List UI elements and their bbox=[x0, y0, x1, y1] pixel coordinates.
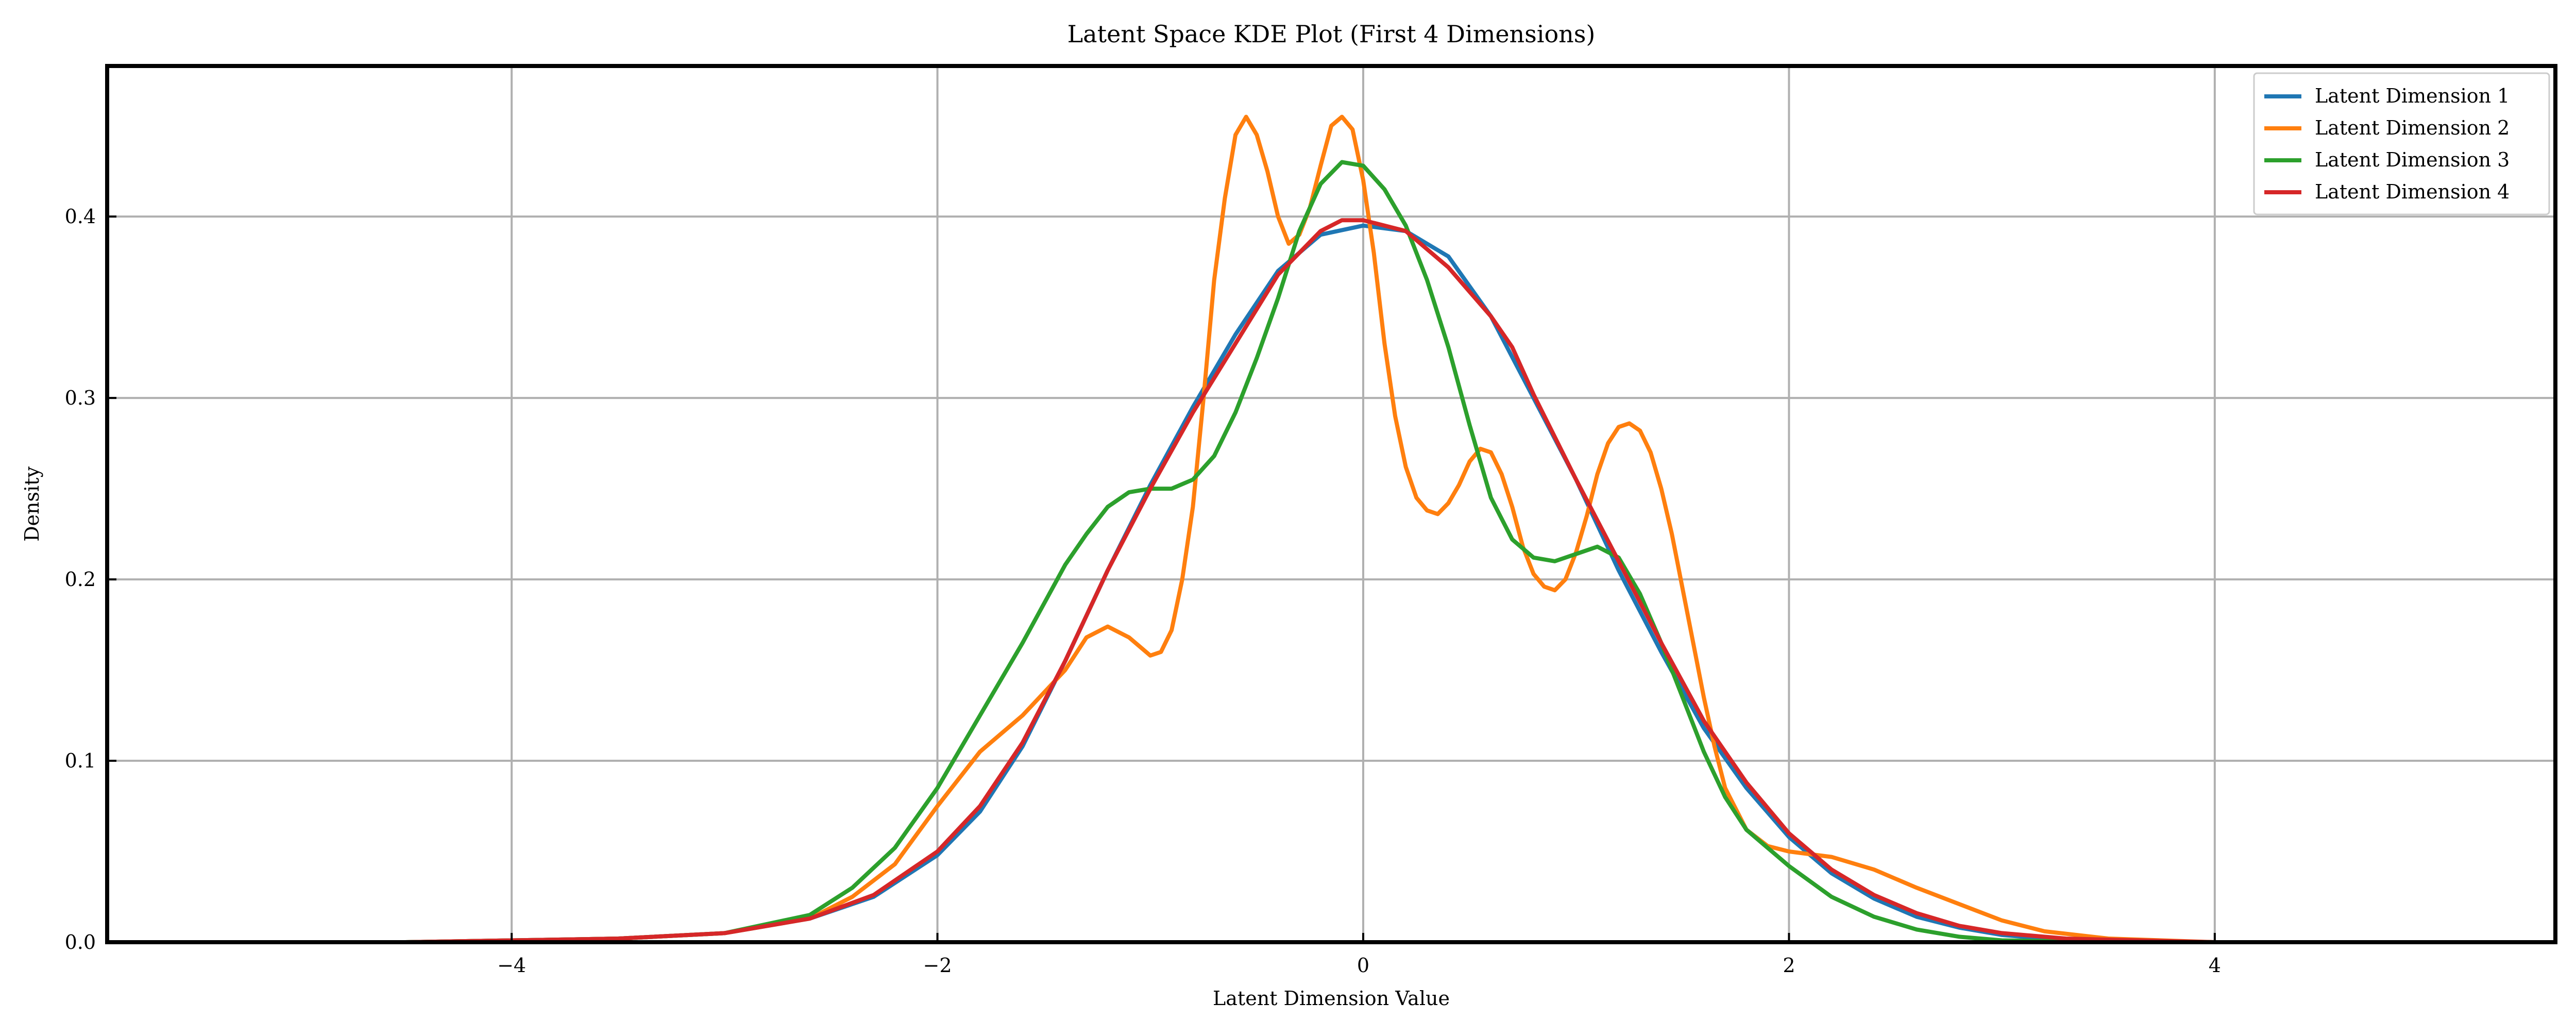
chart-title: Latent Space KDE Plot (First 4 Dimension… bbox=[1067, 20, 1596, 48]
legend-label: Latent Dimension 3 bbox=[2315, 148, 2510, 171]
legend-label: Latent Dimension 1 bbox=[2315, 85, 2510, 107]
series-line-dimension-1 bbox=[105, 223, 2557, 944]
plot-frame bbox=[105, 64, 2557, 944]
y-tick-label: 0.4 bbox=[65, 205, 96, 228]
x-tick-label: −4 bbox=[497, 954, 526, 977]
series-line-dimension-3 bbox=[105, 160, 2557, 944]
legend-label: Latent Dimension 2 bbox=[2315, 116, 2510, 139]
legend-box bbox=[2253, 72, 2550, 215]
x-tick-label: −2 bbox=[923, 954, 952, 977]
series-line-dimension-2 bbox=[105, 114, 2557, 944]
x-axis-label: Latent Dimension Value bbox=[1213, 987, 1450, 1010]
y-tick-label: 0.0 bbox=[65, 931, 96, 954]
x-tick-label: 2 bbox=[1783, 954, 1795, 977]
y-tick-label: 0.2 bbox=[65, 568, 96, 591]
x-tick-label: 0 bbox=[1357, 954, 1369, 977]
series-lines bbox=[105, 114, 2557, 944]
legend: Latent Dimension 1 Latent Dimension 2 Late… bbox=[2253, 72, 2550, 215]
grid-lines bbox=[107, 66, 2555, 943]
axis-ticks: −4 −2 0 2 4 0.0 0.1 0.2 0.3 0.4 bbox=[65, 205, 2221, 977]
legend-label: Latent Dimension 4 bbox=[2315, 180, 2510, 203]
y-axis-label: Density bbox=[21, 466, 43, 542]
series-line-dimension-4 bbox=[105, 218, 2557, 944]
y-tick-label: 0.1 bbox=[65, 749, 96, 772]
x-tick-label: 4 bbox=[2209, 954, 2221, 977]
y-tick-label: 0.3 bbox=[65, 387, 96, 409]
